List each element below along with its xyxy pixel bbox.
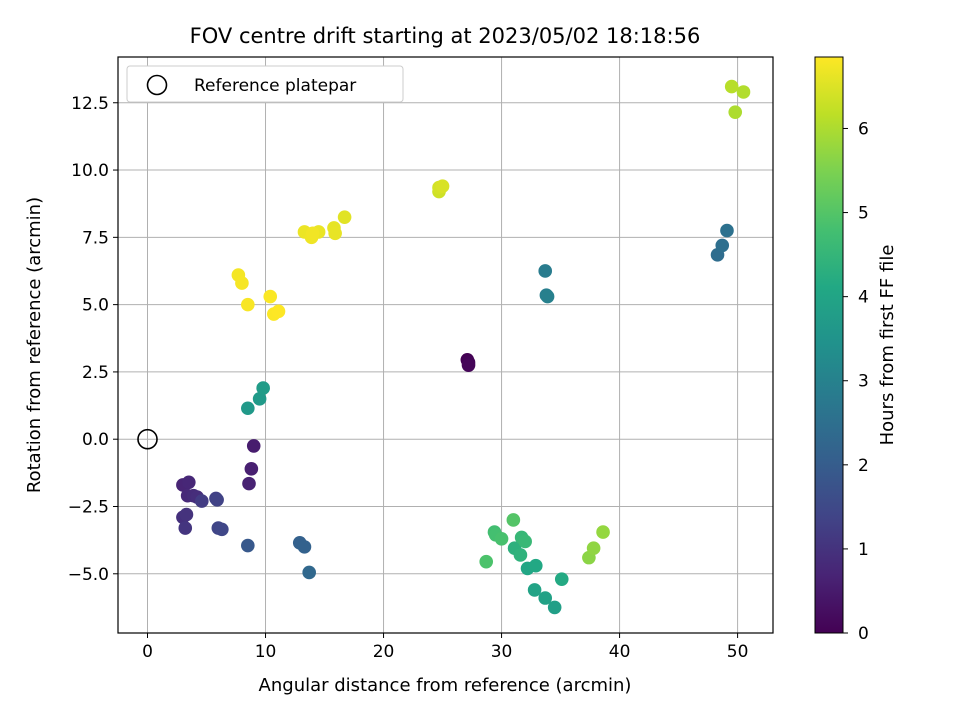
chart-title: FOV centre drift starting at 2023/05/02 … bbox=[190, 24, 701, 48]
colorbar-label: Hours from first FF file bbox=[877, 245, 898, 446]
data-point bbox=[538, 264, 553, 278]
colorbar-ticks: 0 1 2 3 4 5 6 bbox=[843, 119, 869, 644]
data-point bbox=[715, 238, 730, 253]
data-point bbox=[215, 522, 229, 537]
data-point bbox=[494, 531, 509, 546]
x-axis-label: Angular distance from reference (arcmin) bbox=[259, 675, 632, 696]
data-point bbox=[241, 538, 255, 553]
y-tick-label: 2.5 bbox=[82, 363, 109, 383]
data-point bbox=[538, 591, 553, 605]
data-point bbox=[527, 583, 542, 597]
legend-box bbox=[126, 65, 404, 103]
plot-background bbox=[118, 57, 773, 633]
data-point bbox=[540, 289, 555, 304]
data-point bbox=[246, 439, 261, 453]
data-point bbox=[337, 210, 352, 224]
data-point bbox=[435, 179, 450, 193]
data-point bbox=[244, 462, 259, 476]
x-tick-label: 40 bbox=[609, 642, 631, 662]
y-tick-label: 7.5 bbox=[82, 228, 109, 248]
data-point bbox=[513, 548, 528, 562]
data-point bbox=[736, 85, 751, 99]
legend-label: Reference platepar bbox=[194, 76, 356, 96]
x-tick-label: 20 bbox=[373, 642, 395, 662]
data-point bbox=[210, 492, 224, 507]
colorbar-tick-label: 6 bbox=[858, 119, 869, 139]
data-point bbox=[179, 507, 194, 522]
reference-point-marker bbox=[137, 428, 158, 450]
y-tick-label: 10.0 bbox=[71, 161, 109, 181]
data-point bbox=[256, 381, 270, 395]
y-tick-label: −5.0 bbox=[68, 565, 109, 585]
colorbar-tick-label: 3 bbox=[858, 372, 869, 392]
y-axis-label: Rotation from reference (arcmin) bbox=[24, 197, 45, 493]
y-tick-label: 5.0 bbox=[82, 296, 109, 316]
colorbar-gradient bbox=[814, 56, 844, 634]
data-point bbox=[241, 297, 255, 312]
data-point bbox=[194, 494, 209, 508]
y-tick-label: 12.5 bbox=[71, 94, 109, 114]
data-point bbox=[252, 392, 267, 406]
data-point bbox=[241, 401, 255, 416]
x-tick-label: 30 bbox=[491, 642, 513, 662]
data-point bbox=[305, 226, 320, 241]
colorbar-tick-label: 1 bbox=[858, 540, 869, 560]
data-point bbox=[596, 525, 610, 539]
data-point bbox=[586, 541, 601, 556]
x-tick-label: 10 bbox=[255, 642, 277, 662]
plot-frame bbox=[117, 56, 774, 634]
data-point bbox=[728, 105, 743, 119]
data-point bbox=[242, 476, 256, 491]
colorbar-tick-label: 2 bbox=[858, 456, 869, 476]
grid-lines bbox=[118, 57, 773, 633]
data-point bbox=[506, 513, 521, 527]
data-point bbox=[528, 558, 543, 573]
x-axis-ticks: 0 10 20 30 40 50 bbox=[142, 633, 748, 662]
data-point bbox=[720, 223, 734, 238]
data-point bbox=[263, 289, 278, 304]
y-tick-label: −2.5 bbox=[68, 497, 109, 517]
data-points bbox=[176, 79, 751, 615]
data-point bbox=[178, 521, 193, 535]
colorbar-tick-label: 5 bbox=[858, 204, 869, 224]
legend-marker-icon bbox=[146, 74, 168, 96]
data-point bbox=[302, 565, 316, 580]
x-tick-label: 0 bbox=[142, 642, 153, 662]
colorbar-tick-label: 0 bbox=[858, 624, 869, 644]
data-point bbox=[547, 600, 562, 615]
data-point bbox=[271, 304, 286, 319]
data-point bbox=[554, 572, 569, 586]
y-tick-label: 0.0 bbox=[82, 430, 109, 450]
colorbar: 0 1 2 3 4 5 6 Hours from first FF file bbox=[814, 56, 898, 644]
data-point bbox=[235, 276, 249, 290]
data-point bbox=[328, 226, 342, 241]
legend: Reference platepar bbox=[126, 65, 404, 103]
data-point bbox=[724, 79, 739, 94]
data-point bbox=[297, 540, 312, 554]
colorbar-tick-label: 4 bbox=[858, 288, 869, 308]
data-point bbox=[182, 475, 196, 490]
data-point bbox=[518, 534, 532, 549]
data-point bbox=[461, 358, 476, 372]
data-point bbox=[479, 554, 494, 569]
y-axis-ticks: −5.0 −2.5 0.0 2.5 5.0 7.5 10.0 12.5 bbox=[68, 94, 118, 585]
x-tick-label: 50 bbox=[727, 642, 749, 662]
